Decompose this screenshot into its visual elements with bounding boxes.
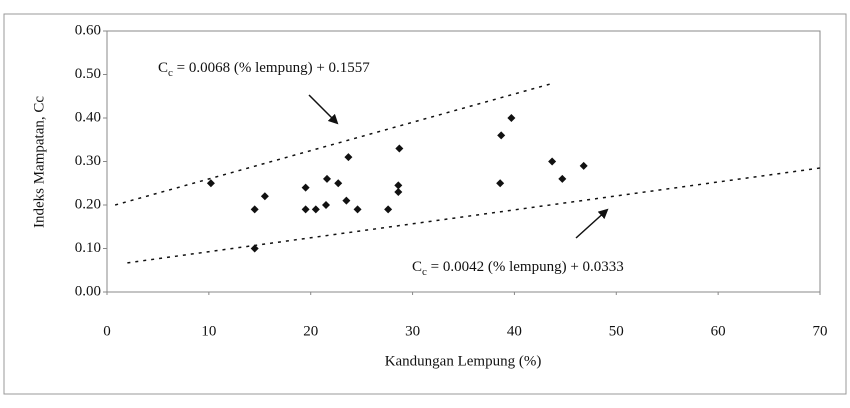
point: [496, 179, 505, 188]
point: [384, 205, 393, 214]
y-tick-label: 0.50: [75, 66, 101, 82]
x-tick-label: 30: [405, 323, 420, 339]
point: [558, 174, 567, 183]
point: [353, 205, 362, 214]
point: [311, 205, 320, 214]
point: [394, 187, 403, 196]
x-tick-label: 70: [813, 323, 828, 339]
y-axis-label: Indeks Mampatan, Cc: [31, 96, 47, 228]
annotation: Cc = 0.0042 (% lempung) + 0.0333: [412, 259, 624, 277]
point: [260, 192, 269, 201]
point: [395, 144, 404, 153]
annotation: Cc = 0.0068 (% lempung) + 0.1557: [158, 60, 370, 78]
y-tick-label: 0.20: [75, 196, 101, 212]
point: [497, 131, 506, 140]
y-tick-label: 0.10: [75, 240, 101, 256]
point: [548, 157, 557, 166]
x-tick-label: 40: [507, 323, 522, 339]
arrow: [575, 208, 609, 239]
x-tick-label: 10: [201, 323, 216, 339]
point: [206, 179, 215, 188]
y-tick-label: 0.30: [75, 153, 101, 169]
y-tick-label: 0.40: [75, 109, 101, 125]
x-axis-label: Kandungan Lempung (%): [385, 353, 542, 369]
point: [579, 161, 588, 170]
point: [334, 179, 343, 188]
point: [301, 205, 310, 214]
trend-line: [114, 82, 554, 206]
x-tick-label: 50: [609, 323, 624, 339]
point: [250, 244, 259, 253]
y-tick-label: 0.00: [75, 283, 101, 299]
point: [321, 201, 330, 209]
x-tick-label: 0: [103, 323, 111, 339]
trend-line: [127, 167, 821, 264]
point: [507, 114, 516, 122]
point: [342, 196, 351, 205]
arrow: [308, 94, 339, 125]
x-tick-label: 60: [711, 323, 726, 339]
y-tick-label: 0.60: [75, 22, 101, 38]
chart-border: [3, 13, 847, 395]
point: [344, 153, 353, 162]
point: [323, 174, 332, 183]
x-tick-label: 20: [303, 323, 318, 339]
point: [250, 205, 259, 214]
point: [301, 183, 310, 192]
point: [394, 181, 403, 190]
